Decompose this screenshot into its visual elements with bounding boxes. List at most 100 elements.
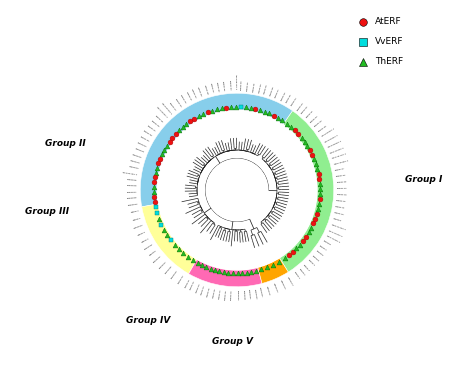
Text: ThERF52: ThERF52 (132, 154, 143, 158)
Text: ThERF75: ThERF75 (207, 286, 211, 296)
Text: ThERF31: ThERF31 (253, 81, 255, 92)
Text: ThERF35: ThERF35 (222, 81, 225, 91)
Text: ThERF78: ThERF78 (225, 289, 227, 300)
Text: AT3G16770.1: AT3G16770.1 (332, 153, 347, 160)
Text: ThERF9: ThERF9 (333, 218, 341, 222)
Text: AT1C32000.1: AT1C32000.1 (156, 107, 168, 119)
Text: AT4G30760.1: AT4G30760.1 (122, 172, 138, 175)
Text: ThERF32: ThERF32 (247, 80, 249, 91)
Text: ThERF54: ThERF54 (129, 166, 139, 169)
Text: ThERF70: ThERF70 (178, 274, 184, 284)
Wedge shape (258, 258, 288, 283)
Text: ThERF69: ThERF69 (172, 270, 178, 279)
Text: ThERF11: ThERF11 (336, 206, 346, 209)
Text: VvERF: VvERF (375, 37, 403, 46)
Text: ThERF37: ThERF37 (210, 83, 213, 93)
Text: ThERF53: ThERF53 (130, 160, 141, 164)
Text: ThERF76: ThERF76 (213, 288, 216, 298)
Text: AT1G77640.1: AT1G77640.1 (326, 235, 340, 244)
Text: ThERF36: ThERF36 (216, 81, 219, 92)
Text: ThERF19: ThERF19 (314, 120, 323, 127)
Text: ThERF51: ThERF51 (135, 148, 145, 153)
Text: AT1G23000.1: AT1G23000.1 (161, 102, 172, 115)
Text: AT2G47520.1: AT2G47520.1 (329, 147, 345, 154)
Text: ThERF4: ThERF4 (308, 260, 315, 267)
Text: ThERF44: ThERF44 (169, 102, 176, 111)
Text: ThERF67: ThERF67 (159, 261, 167, 269)
Text: ThERF13: ThERF13 (337, 194, 347, 196)
Text: ThERF73: ThERF73 (196, 283, 201, 293)
Text: Group IV: Group IV (127, 316, 171, 325)
Text: ThERF14: ThERF14 (337, 188, 347, 189)
Text: AT1G03800.1: AT1G03800.1 (327, 140, 342, 148)
Text: Group III: Group III (25, 207, 69, 215)
Text: ThERF46: ThERF46 (151, 120, 160, 127)
Text: ThERF71: ThERF71 (185, 278, 191, 288)
Text: VvERFV3: VvERFV3 (280, 280, 285, 290)
Text: VvERF5: VvERF5 (150, 250, 157, 256)
Text: ThERF56: ThERF56 (127, 185, 137, 187)
Text: VvERF3: VvERF3 (138, 231, 146, 236)
Text: VvERF4: VvERF4 (141, 238, 150, 243)
Text: ThERF58: ThERF58 (127, 198, 137, 200)
Text: ThERF42: ThERF42 (180, 95, 186, 105)
Text: ThERF80: ThERF80 (237, 290, 238, 301)
Text: ThERF84: ThERF84 (259, 287, 262, 298)
Text: AtERF: AtERF (375, 17, 401, 26)
Text: ThERF43: ThERF43 (174, 98, 181, 108)
Text: ThERF29: ThERF29 (264, 84, 268, 94)
Text: ThERF39: ThERF39 (198, 87, 202, 97)
Text: AT4G17500.1: AT4G17500.1 (328, 230, 344, 237)
Text: ThERF48: ThERF48 (144, 131, 153, 137)
Text: ThERF55: ThERF55 (127, 179, 137, 181)
Text: ThERF45: ThERF45 (155, 115, 164, 123)
Text: ThERF7: ThERF7 (319, 245, 328, 252)
Text: VvERFV2: VvERFV2 (273, 283, 278, 293)
Text: ThERF15: ThERF15 (337, 181, 347, 183)
Text: ThERF34: ThERF34 (229, 80, 231, 90)
Text: ThERF18: ThERF18 (318, 125, 327, 132)
Text: ThERF16: ThERF16 (336, 175, 346, 177)
Text: ThERF57: ThERF57 (127, 192, 137, 193)
Text: ThERF28: ThERF28 (270, 86, 274, 96)
Text: VvERF1: VvERF1 (130, 210, 139, 213)
Circle shape (157, 110, 317, 270)
Text: ThERF72: ThERF72 (190, 280, 195, 290)
Text: VvERFV1: VvERFV1 (266, 285, 270, 296)
Text: AT5G72360.1: AT5G72360.1 (334, 160, 349, 165)
Text: ThERF38: ThERF38 (203, 84, 208, 95)
Text: AT3G25700.1: AT3G25700.1 (235, 74, 237, 90)
Text: ThERF77: ThERF77 (219, 288, 222, 299)
Text: ThERF6: ThERF6 (316, 250, 324, 257)
Text: AT3G20310.1: AT3G20310.1 (324, 134, 339, 142)
Text: ThERF10: ThERF10 (334, 212, 345, 216)
Text: VvERF2: VvERF2 (132, 217, 141, 221)
Text: ThERF22: ThERF22 (301, 106, 309, 114)
Text: ThERF83: ThERF83 (254, 288, 256, 299)
Text: VvERFV4: VvERFV4 (286, 276, 293, 286)
Text: ThERF47: ThERF47 (147, 125, 156, 132)
Text: ThERF59: ThERF59 (128, 203, 138, 206)
Text: ThERF68: ThERF68 (165, 266, 173, 274)
Text: AT5G47220.1: AT5G47220.1 (330, 224, 346, 231)
Text: ThERF79: ThERF79 (231, 290, 233, 300)
Wedge shape (189, 259, 262, 287)
Text: ThERF20: ThERF20 (310, 115, 319, 123)
Text: Group II: Group II (45, 139, 85, 148)
Text: AT3G20310.1: AT3G20310.1 (321, 128, 336, 138)
Text: Group I: Group I (405, 175, 443, 184)
Text: ThERF64: ThERF64 (133, 224, 144, 229)
Text: ThERF66: ThERF66 (154, 255, 162, 263)
Text: ThERF24: ThERF24 (291, 97, 298, 106)
Text: ThERF81: ThERF81 (243, 290, 244, 300)
Text: ThERF27: ThERF27 (275, 88, 281, 98)
Text: ThERF82: ThERF82 (248, 289, 250, 300)
Text: ThERF1: ThERF1 (294, 272, 300, 280)
Text: Group V: Group V (212, 337, 253, 346)
Text: ThERF41: ThERF41 (186, 92, 191, 101)
Text: ThERF2: ThERF2 (299, 268, 305, 276)
Text: ThERF50: ThERF50 (137, 142, 147, 147)
Text: ThERF8: ThERF8 (323, 241, 331, 246)
Wedge shape (142, 204, 197, 274)
Text: ThERF3: ThERF3 (303, 264, 310, 271)
